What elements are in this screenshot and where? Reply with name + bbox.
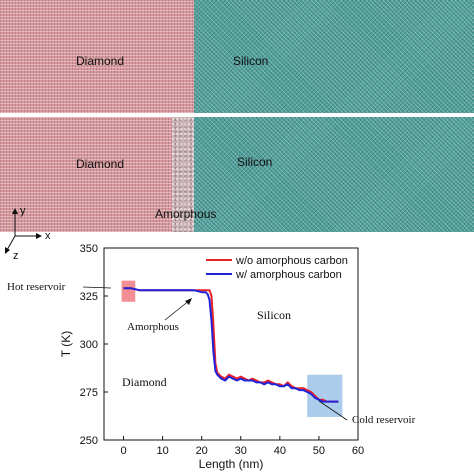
silicon-label-top: Silicon [233, 54, 269, 68]
y-tick-label: 325 [80, 291, 98, 303]
cold-reservoir-annotation: Cold reservoir [352, 414, 416, 426]
x-arrowhead-icon [36, 233, 42, 239]
temperature-profile-chart: 0 10 20 30 40 50 60 250 275 300 325 350 Length (nm)… [7, 243, 416, 471]
panel-divider [0, 113, 474, 117]
z-axis-arrow [6, 235, 16, 251]
coordinate-axes-glyph [5, 208, 42, 254]
series-line-1 [123, 287, 339, 403]
y-axis-glyph-label: y [20, 205, 26, 217]
x-tick-label: 50 [313, 445, 325, 457]
amorphous-label: Amorphous [155, 207, 217, 221]
hot-reservoir-region [121, 280, 136, 302]
amorphous-pointer [164, 299, 191, 321]
legend: w/o amorphous carbon w/ amorphous carbon [206, 255, 348, 281]
amorphous-region [172, 117, 194, 232]
tick-labels: 0 10 20 30 40 50 60 250 275 300 325 350 [80, 243, 364, 457]
cold-reservoir-pointer [318, 400, 348, 421]
plot-frame [103, 247, 359, 441]
y-tick-label: 250 [80, 435, 98, 447]
z-arrowhead-icon [5, 247, 10, 254]
amorphous-annotation: Amorphous [127, 321, 179, 333]
y-arrowhead-icon [12, 208, 18, 214]
diamond-lattice-top [0, 0, 194, 113]
legend-entry-0: w/o amorphous carbon [235, 255, 348, 267]
y-tick-label: 275 [80, 387, 98, 399]
top-structure-panel: Diamond Silicon [0, 0, 474, 113]
amorphous-arrowhead-icon [185, 298, 192, 305]
y-axis-label: T (K) [59, 331, 73, 357]
silicon-chart-label: Silicon [257, 308, 291, 322]
diamond-lattice-bottom [0, 117, 172, 232]
hot-reservoir-pointer [82, 286, 112, 289]
diamond-label-top: Diamond [76, 54, 125, 68]
x-tick-label: 0 [120, 445, 126, 457]
x-tick-label: 20 [196, 445, 208, 457]
silicon-lattice-top [194, 0, 474, 113]
x-axis-label: Length (nm) [199, 457, 264, 471]
y-tick-label: 300 [80, 339, 98, 351]
diamond-label-bottom: Diamond [76, 157, 125, 171]
y-tick-label: 350 [80, 243, 98, 255]
diamond-chart-label: Diamond [122, 375, 167, 389]
x-tick-label: 60 [352, 445, 364, 457]
hot-reservoir-annotation: Hot reservoir [7, 281, 66, 293]
x-tick-label: 30 [235, 445, 247, 457]
silicon-lattice-bottom [194, 117, 474, 232]
x-axis-glyph-label: x [45, 230, 51, 242]
bottom-structure-panel: Diamond Silicon Amorphous [0, 117, 474, 232]
series-lines [123, 287, 339, 403]
reservoir-regions [121, 280, 343, 417]
x-tick-label: 40 [274, 445, 286, 457]
x-tick-label: 10 [156, 445, 168, 457]
z-axis-glyph-label: z [13, 250, 19, 262]
silicon-label-bottom: Silicon [237, 155, 273, 169]
legend-entry-1: w/ amorphous carbon [235, 269, 342, 281]
